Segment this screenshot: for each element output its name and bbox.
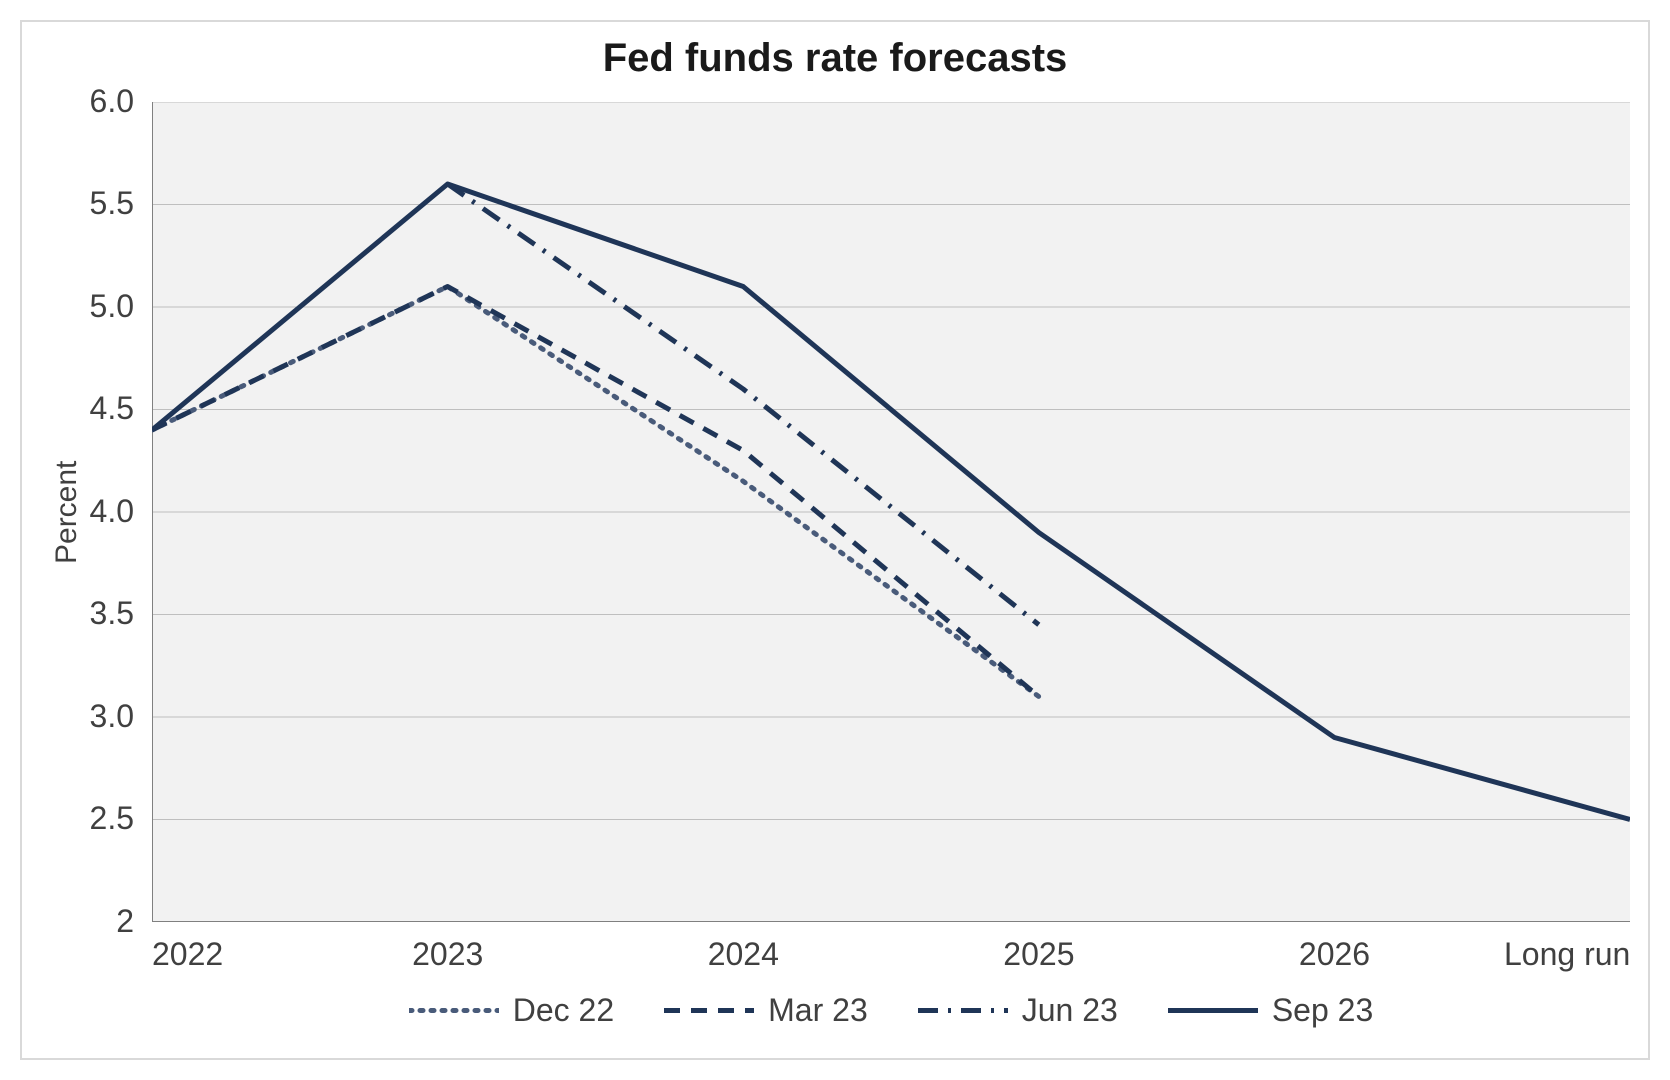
legend-item: Dec 22 xyxy=(409,992,614,1029)
legend-label: Mar 23 xyxy=(768,992,868,1029)
x-tick-label: 2024 xyxy=(708,936,779,973)
y-tick-label: 3.0 xyxy=(90,698,134,735)
y-tick-label: 4.0 xyxy=(90,493,134,530)
y-tick-label: 5.0 xyxy=(90,288,134,325)
x-tick-label: 2026 xyxy=(1299,936,1370,973)
x-tick-label: 2022 xyxy=(152,936,223,973)
legend-label: Jun 23 xyxy=(1022,992,1118,1029)
legend-item: Sep 23 xyxy=(1168,992,1373,1029)
x-tick-label: 2025 xyxy=(1003,936,1074,973)
legend-swatch xyxy=(1168,1003,1258,1018)
chart-legend: Dec 22 Mar 23 Jun 23 Sep 23 xyxy=(152,992,1630,1029)
chart-frame: Fed funds rate forecasts Percent Dec 22 M… xyxy=(20,20,1650,1060)
y-tick-label: 2 xyxy=(116,903,134,940)
chart-title: Fed funds rate forecasts xyxy=(22,36,1648,81)
x-tick-label: Long run xyxy=(1504,936,1630,973)
y-tick-label: 4.5 xyxy=(90,390,134,427)
legend-item: Mar 23 xyxy=(664,992,868,1029)
y-tick-label: 5.5 xyxy=(90,185,134,222)
legend-swatch xyxy=(664,1003,754,1018)
y-axis-title: Percent xyxy=(50,460,84,563)
legend-label: Dec 22 xyxy=(513,992,614,1029)
legend-label: Sep 23 xyxy=(1272,992,1373,1029)
y-tick-label: 3.5 xyxy=(90,595,134,632)
y-tick-label: 6.0 xyxy=(90,83,134,120)
legend-swatch xyxy=(409,1003,499,1018)
chart-plot xyxy=(152,102,1630,922)
y-tick-label: 2.5 xyxy=(90,800,134,837)
legend-item: Jun 23 xyxy=(918,992,1118,1029)
legend-swatch xyxy=(918,1003,1008,1018)
x-tick-label: 2023 xyxy=(412,936,483,973)
